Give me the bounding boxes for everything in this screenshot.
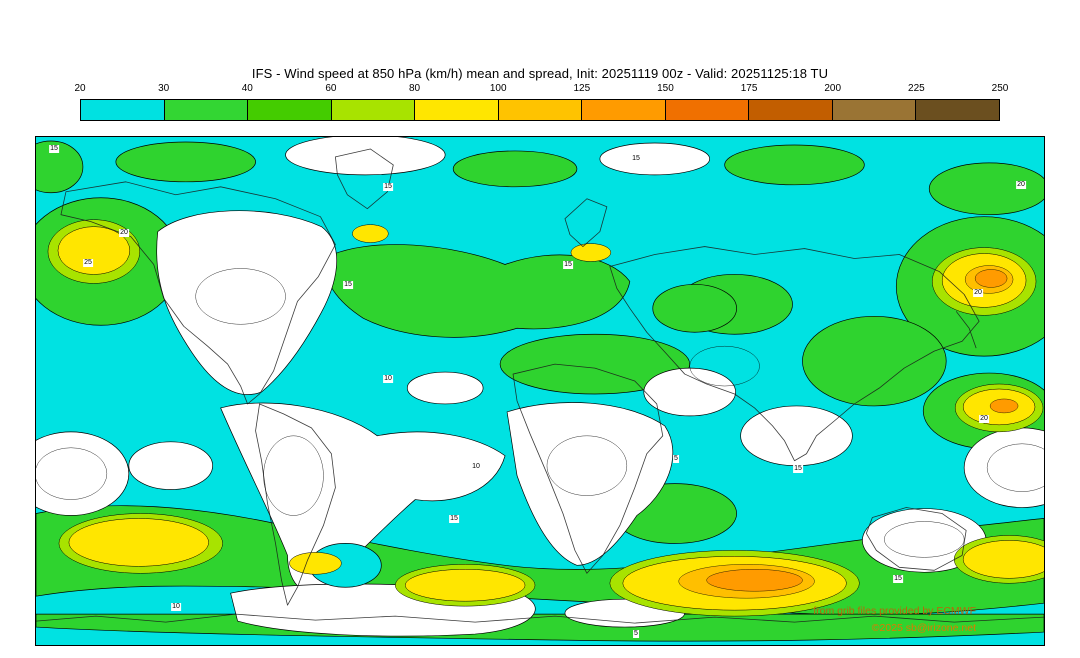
colorbar-tick: 80 — [408, 83, 421, 94]
colorbar-tick: 200 — [824, 83, 842, 94]
colorbar-tick: 150 — [657, 83, 674, 94]
colorbar-segment — [831, 100, 916, 120]
credit-source: from grib files provided by ECMWF — [813, 605, 976, 617]
colorbar — [80, 99, 1000, 121]
wind-calm-regions — [36, 137, 1044, 637]
contour-value-label: 25 — [83, 259, 93, 267]
contour-value-label: 15 — [563, 261, 573, 269]
colorbar-tick: 40 — [241, 83, 253, 94]
contour-value-label: 10 — [383, 375, 393, 383]
colorbar-segment — [163, 100, 248, 120]
colorbar-tick: 250 — [991, 83, 1009, 94]
colorbar-segment — [247, 100, 331, 120]
colorbar-tick: 175 — [740, 83, 758, 94]
colorbar-segment — [915, 100, 1000, 120]
credit-copyright: ©2025 sb@irizone.net — [871, 622, 976, 634]
colorbar-segment — [497, 100, 582, 120]
contour-value-label: 15 — [793, 465, 803, 473]
contour-value-label: 15 — [383, 183, 393, 191]
wind-orange-regions — [706, 269, 1019, 592]
colorbar-segment — [414, 100, 498, 120]
contour-value-label: 15 — [449, 515, 459, 523]
colorbar-tick: 100 — [489, 83, 507, 94]
contour-value-label: 20 — [119, 229, 129, 237]
contour-value-label: 15 — [343, 281, 353, 289]
colorbar-tick: 20 — [74, 83, 86, 94]
credits: from grib files provided by ECMWF ©2025 … — [813, 603, 976, 637]
colorbar-tick: 225 — [908, 83, 925, 94]
colorbar-segment — [81, 100, 164, 120]
colorbar-segment — [330, 100, 415, 120]
colorbar-tick: 125 — [573, 83, 591, 94]
contour-value-label: 20 — [979, 415, 989, 423]
contour-value-label: 15 — [631, 155, 641, 163]
colorbar-tick: 30 — [158, 83, 170, 94]
contour-value-label: 5 — [673, 455, 679, 463]
contour-value-label: 20 — [973, 289, 983, 297]
contour-value-label: 20 — [1016, 181, 1026, 189]
colorbar-tick-labels: 20 30 40 60 80 100 125 150 175 200 225 250 — [74, 83, 1008, 96]
coastlines — [36, 148, 1044, 624]
contour-value-label: 15 — [49, 145, 59, 153]
contour-value-label: 5 — [633, 630, 639, 638]
contour-rings — [36, 268, 1044, 558]
colorbar-segment — [664, 100, 749, 120]
colorbar-segment — [581, 100, 665, 120]
contour-value-label: 10 — [471, 463, 481, 471]
contour-value-label: 15 — [893, 575, 903, 583]
chart-title: IFS - Wind speed at 850 hPa (km/h) mean … — [251, 66, 829, 81]
colorbar-segment — [748, 100, 832, 120]
world-map — [36, 137, 1044, 645]
colorbar-tick: 60 — [325, 83, 337, 94]
map-area: 15 15 15 20 20 25 15 15 20 20 10 10 5 15 15 15 10 5 from … — [35, 136, 1045, 646]
contour-value-label: 10 — [171, 603, 181, 611]
